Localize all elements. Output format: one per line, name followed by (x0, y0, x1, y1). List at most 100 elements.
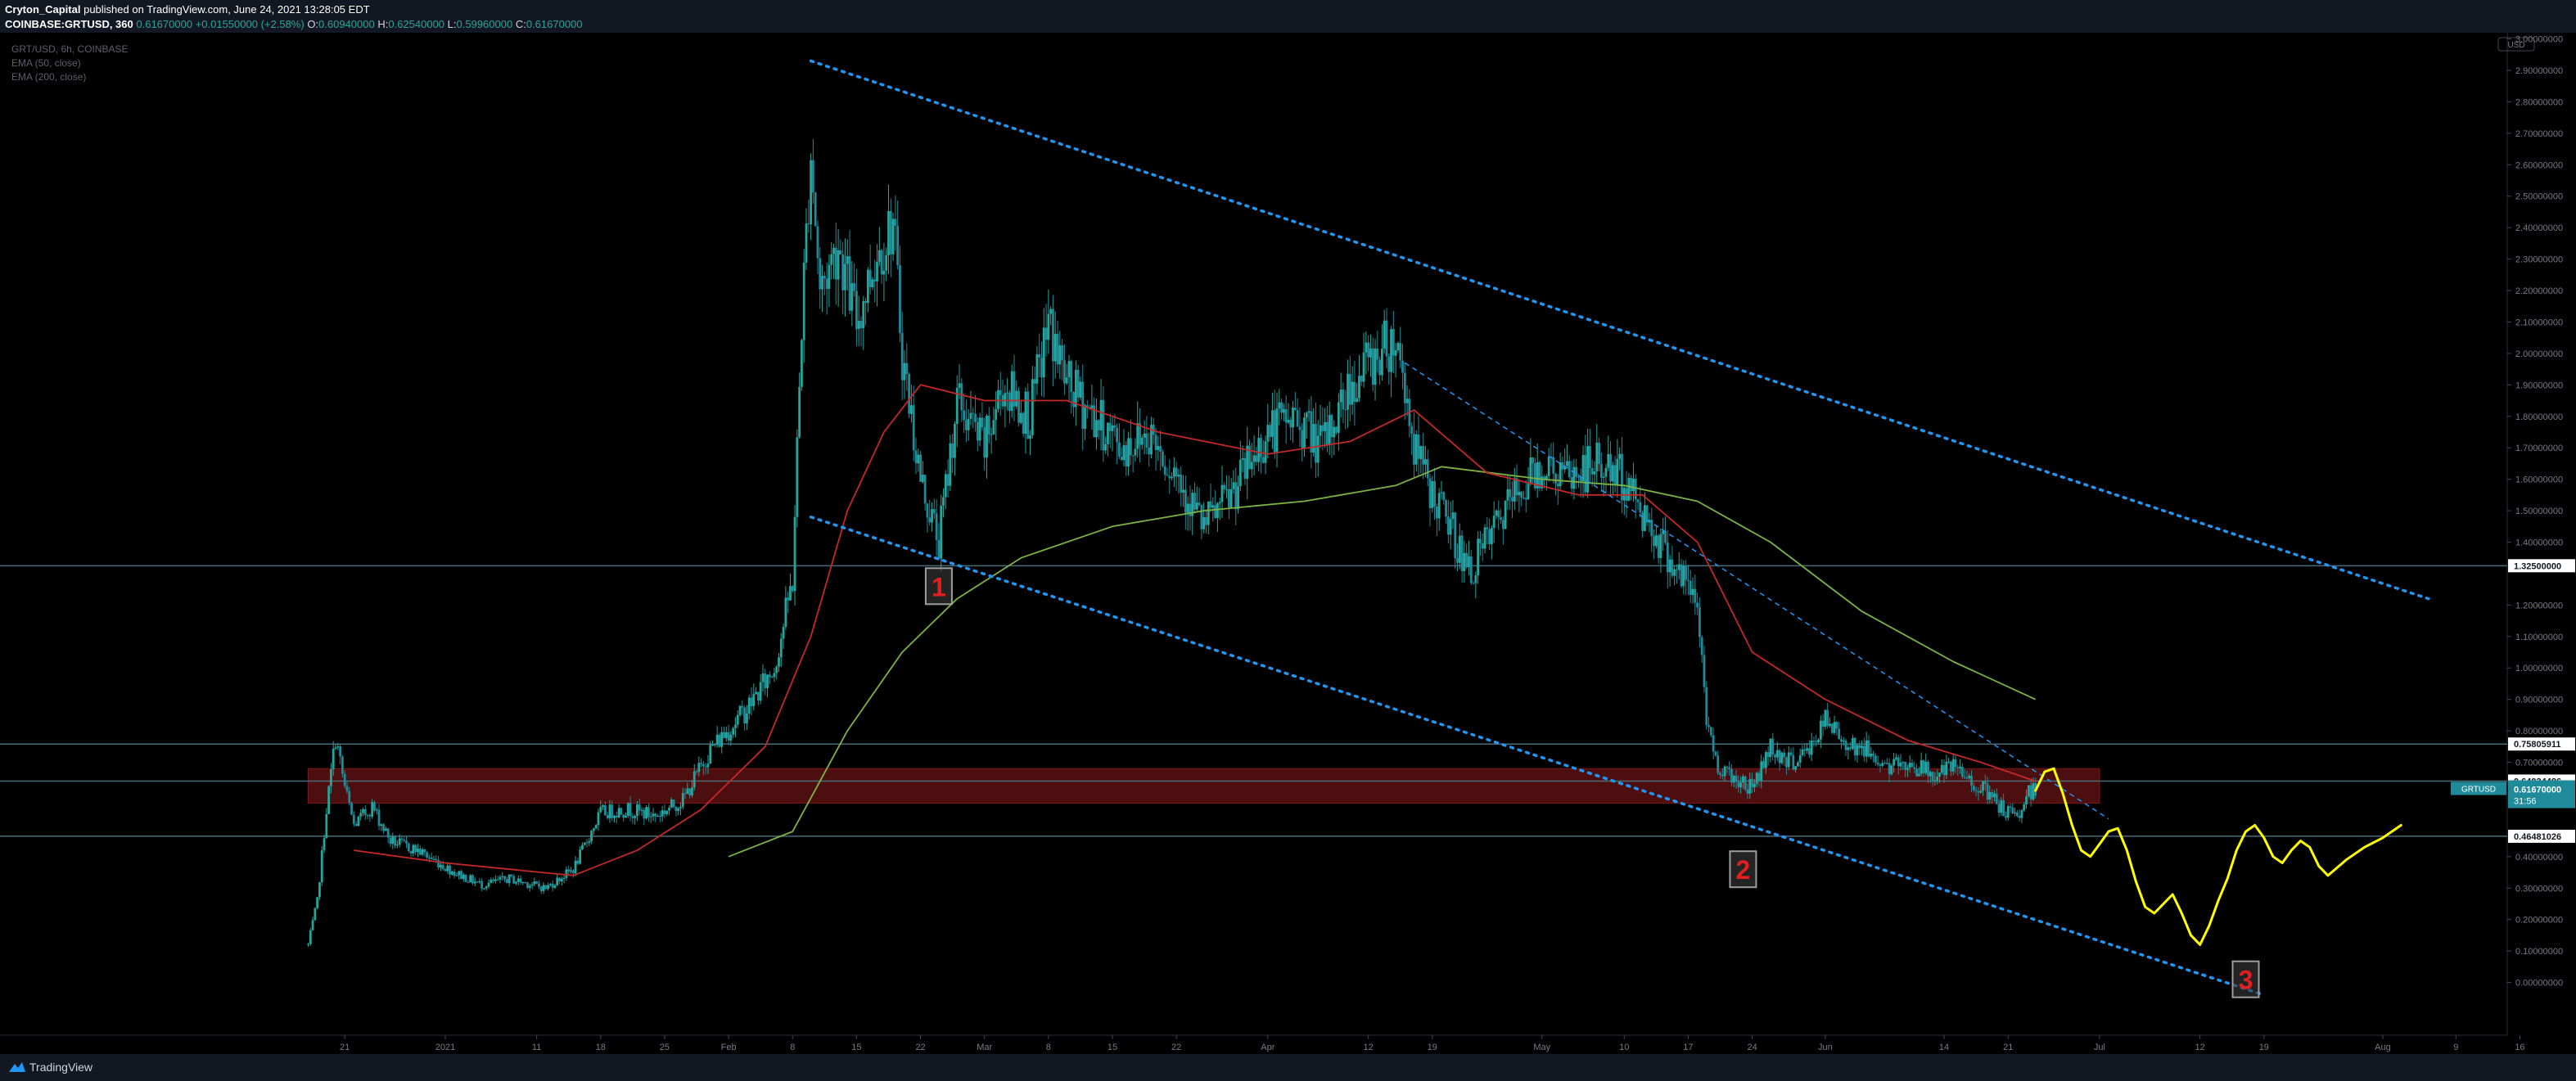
candle (1052, 309, 1054, 362)
candle (811, 160, 814, 193)
candle (661, 810, 664, 817)
candle (1696, 602, 1699, 608)
candle (1431, 481, 1434, 508)
candle (1072, 392, 1075, 408)
candle (830, 254, 833, 265)
candle (1410, 426, 1414, 435)
candle (1997, 804, 2001, 813)
legend-ema200[interactable]: EMA (200, close) (11, 71, 87, 83)
candle (876, 262, 878, 282)
candle (1737, 781, 1740, 788)
x-tick-label: 12 (2195, 1043, 2205, 1052)
candle (617, 808, 620, 818)
candle (819, 258, 822, 290)
candle (1139, 423, 1141, 445)
candle (1246, 445, 1249, 480)
candle (1654, 535, 1658, 547)
candle (1572, 466, 1576, 489)
candle (1157, 446, 1160, 450)
level-label-box (2508, 737, 2575, 751)
candle (597, 812, 600, 826)
candle (542, 885, 545, 891)
candle (1333, 426, 1336, 438)
candle (1218, 502, 1221, 504)
candle (1524, 498, 1527, 500)
candle (1861, 745, 1863, 749)
price-axis (2507, 33, 2576, 1054)
candle (314, 908, 317, 921)
candle (1189, 503, 1192, 516)
symbol-name: COINBASE:GRTUSD, 360 (5, 18, 133, 30)
x-tick-label: 14 (1939, 1043, 1949, 1052)
candle (1543, 476, 1545, 480)
publisher-name[interactable]: Cryton_Capital (5, 3, 81, 16)
tradingview-brand[interactable]: TradingView (29, 1061, 93, 1074)
candle (761, 673, 765, 682)
candle (1783, 752, 1786, 758)
tradingview-logo-icon[interactable] (8, 1061, 26, 1074)
candle (530, 884, 534, 886)
candle (1954, 759, 1957, 768)
candle (400, 838, 404, 840)
candle (1947, 761, 1951, 763)
candle (1058, 345, 1062, 365)
trendline-lower (809, 516, 2266, 997)
candle (1668, 559, 1671, 573)
candle (1755, 772, 1758, 784)
candle (905, 363, 909, 375)
candle (567, 869, 571, 872)
candle (2032, 783, 2035, 800)
candle (1513, 478, 1516, 502)
candle (1127, 438, 1130, 466)
candle (734, 724, 737, 728)
candle (1136, 423, 1139, 449)
legend-symbol[interactable]: GRT/USD, 6h, COINBASE (11, 43, 129, 55)
candle (430, 857, 433, 859)
candle (1305, 412, 1308, 418)
candle (373, 802, 376, 811)
candle (816, 226, 819, 259)
candle (336, 746, 340, 748)
legend-ema50[interactable]: EMA (50, close) (11, 57, 81, 69)
publisher-line: Cryton_Capital published on TradingView.… (5, 3, 370, 16)
candle (1061, 345, 1064, 361)
candle (1207, 501, 1210, 525)
candle (999, 390, 1002, 395)
candle (1653, 536, 1655, 547)
candle (871, 279, 874, 287)
candle (729, 734, 733, 741)
candle (1865, 740, 1868, 757)
candle (1162, 451, 1164, 466)
high-value: 0.62540000 (388, 18, 445, 30)
candle (1991, 791, 1994, 798)
candle (1451, 512, 1455, 520)
x-tick-label: 10 (1619, 1043, 1629, 1052)
candle (1986, 783, 1989, 800)
candle (1529, 457, 1532, 484)
candle (1273, 410, 1276, 453)
candle (1797, 762, 1799, 767)
candle (850, 283, 854, 311)
x-tick-label: 24 (1747, 1043, 1757, 1052)
candle (625, 815, 627, 818)
candle (414, 845, 417, 853)
candle (997, 390, 999, 409)
candle (866, 269, 869, 304)
candle (1622, 488, 1626, 501)
candle (1753, 783, 1756, 788)
candle (1140, 437, 1144, 445)
candle (1844, 741, 1847, 750)
candle (487, 882, 490, 887)
candle (992, 420, 995, 435)
candle (935, 513, 938, 540)
candle (967, 418, 970, 430)
candle (1024, 391, 1027, 434)
candle (853, 283, 856, 291)
candle (417, 849, 419, 853)
candle (409, 851, 413, 854)
candle (1895, 757, 1897, 759)
candle (791, 586, 794, 592)
candle (1613, 465, 1617, 485)
candle (844, 263, 846, 291)
